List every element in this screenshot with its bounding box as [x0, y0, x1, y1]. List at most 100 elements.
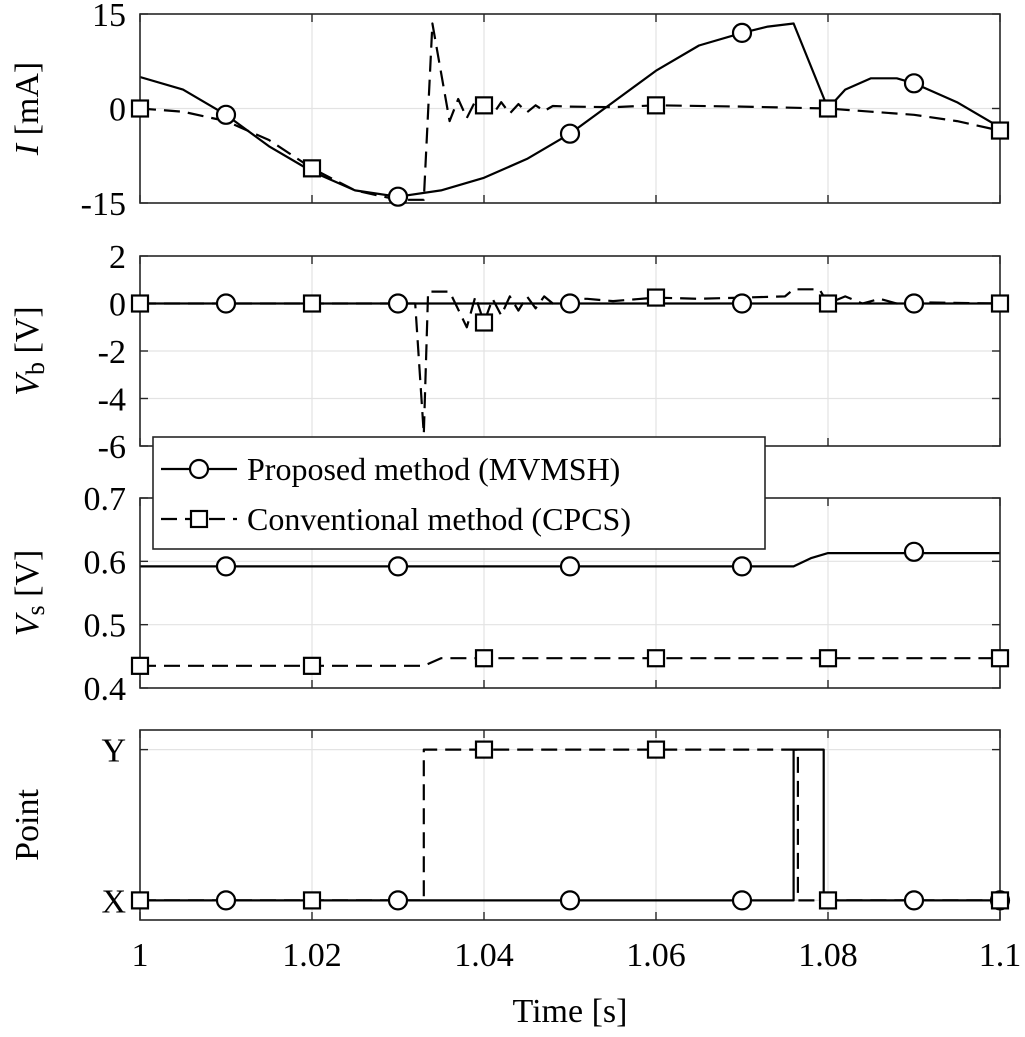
y-axis-label: Point [9, 789, 46, 861]
series-line-cpcs [140, 657, 1000, 667]
y-axis-label: I [mA] [9, 62, 46, 156]
legend-box [152, 436, 766, 550]
legend-circle-marker [188, 458, 210, 480]
series-line-cpcs [140, 22, 1000, 201]
circle-marker [215, 556, 237, 577]
markers [130, 740, 1011, 911]
square-marker [818, 649, 838, 668]
y-tick-label: X [101, 883, 126, 920]
y-tick-label: -6 [98, 429, 126, 466]
circle-marker [387, 293, 409, 314]
x-tick-label: 1.06 [626, 937, 686, 974]
circle-marker [731, 22, 753, 44]
square-marker [990, 121, 1010, 140]
square-marker [302, 656, 322, 675]
circle-marker [215, 104, 237, 125]
circle-marker [387, 186, 409, 207]
legend-label: Proposed method (MVMSH) [247, 451, 620, 487]
circle-marker [559, 293, 581, 314]
x-tick-label: 1.02 [282, 937, 342, 974]
circle-marker [559, 123, 581, 144]
ticks [139, 730, 1001, 920]
y-tick-label: 0.7 [84, 481, 127, 518]
series-line-mvmsh [140, 22, 1000, 198]
y-tick-label: 0.5 [84, 608, 127, 645]
axes-box [139, 729, 1001, 921]
x-tick-label: 1.04 [454, 937, 514, 974]
circle-marker [731, 293, 753, 314]
legend-entry: Proposed method (MVMSH) [161, 451, 620, 487]
circle-marker [559, 890, 581, 911]
y-label-subscript: b [21, 362, 50, 375]
y-tick-label: 0 [109, 287, 126, 324]
square-marker [474, 313, 494, 332]
square-marker [818, 891, 838, 910]
square-marker [302, 891, 322, 910]
circle-marker [559, 556, 581, 577]
grid [140, 14, 1000, 203]
y-tick-label: 0.4 [84, 671, 127, 708]
panels: -15 0 15 I [mA] -6 -4 -2 0 2 Vb [V] 0.4 0.5 0.6 0.7 Vs… [9, 0, 1021, 974]
markers [130, 22, 1010, 207]
circle-marker [731, 890, 753, 911]
y-tick-label: 15 [92, 0, 126, 34]
x-tick-label: 1.08 [798, 937, 858, 974]
x-tick-label: 1 [132, 937, 149, 974]
y-label-unit: [V] [9, 550, 46, 606]
y-tick-label: Y [101, 733, 126, 770]
markers [130, 541, 1010, 675]
circle-marker [215, 890, 237, 911]
square-marker [990, 294, 1010, 313]
square-marker [818, 99, 838, 118]
circle-marker [387, 890, 409, 911]
square-marker [818, 294, 838, 313]
grid [140, 256, 1000, 446]
circle-marker [903, 73, 925, 94]
series-line-mvmsh [140, 748, 1000, 902]
circle-marker [903, 541, 925, 562]
square-marker [990, 891, 1010, 910]
circle-marker [731, 556, 753, 577]
y-tick-label: -15 [81, 186, 126, 223]
square-marker [302, 159, 322, 178]
markers [130, 288, 1010, 332]
legend: Proposed method (MVMSH) Conventional meth… [152, 436, 766, 550]
y-axis-label: Vb [V] [9, 306, 50, 395]
y-tick-label: 2 [109, 239, 126, 276]
square-marker [646, 288, 666, 307]
square-marker [990, 649, 1010, 668]
square-marker [474, 649, 494, 668]
circle-marker [387, 556, 409, 577]
legend-entry: Conventional method (CPCS) [161, 501, 631, 537]
circle-marker [215, 293, 237, 314]
square-marker [130, 99, 150, 118]
battery-voltage-panel: -6 -4 -2 0 2 Vb [V] [9, 239, 1010, 466]
y-label-subscript: s [21, 605, 50, 615]
circle-marker [903, 293, 925, 314]
y-tick-label: 0 [109, 92, 126, 129]
x-axis-label: Time [s] [513, 993, 628, 1030]
square-marker [646, 740, 666, 759]
series-lines [140, 748, 1000, 902]
y-label-symbol: I [9, 142, 46, 156]
point-panel: X Y Point 1 1.02 1.04 1.06 1.08 1.1 [9, 729, 1022, 974]
series-lines [140, 22, 1000, 201]
square-marker [302, 294, 322, 313]
square-marker [474, 740, 494, 759]
circle-marker [903, 890, 925, 911]
square-marker [130, 891, 150, 910]
current-panel: -15 0 15 I [mA] [9, 0, 1010, 223]
square-marker [646, 649, 666, 668]
y-tick-label: 0.6 [84, 544, 127, 581]
y-label-unit: [mA] [9, 62, 46, 144]
y-label-unit: [V] [9, 306, 46, 362]
series-line-cpcs [140, 288, 1000, 436]
y-tick-label: -4 [98, 382, 126, 419]
square-marker [130, 656, 150, 675]
series-line-cpcs [140, 748, 1000, 902]
x-tick-label: 1.1 [979, 937, 1022, 974]
square-marker [474, 96, 494, 115]
y-axis-label: Vs [V] [9, 550, 50, 637]
square-marker [646, 96, 666, 115]
